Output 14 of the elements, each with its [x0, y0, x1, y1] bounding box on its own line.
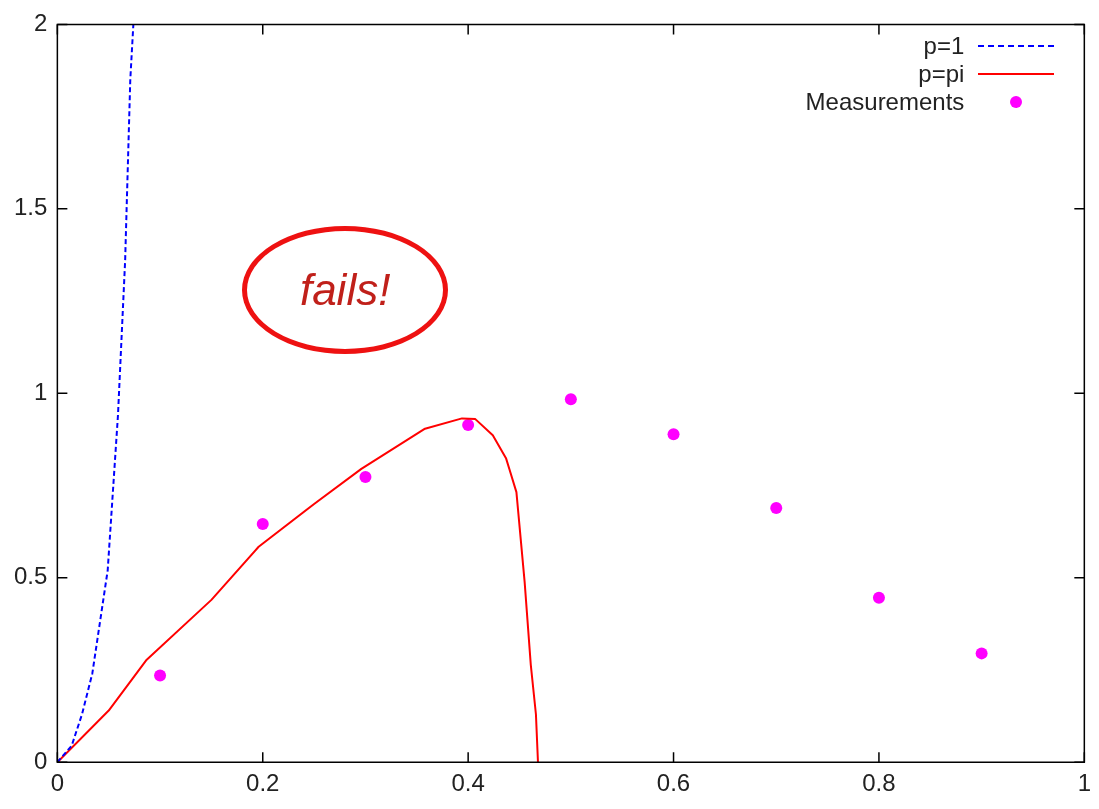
x-tick-label: 0.4 [451, 769, 485, 797]
x-tick-label: 1 [1077, 769, 1092, 797]
y-tick-label: 0.5 [13, 562, 48, 590]
y-tick-label: 1.5 [13, 193, 48, 221]
y-tick-label: 2 [34, 9, 48, 37]
x-tick-label: 0.2 [246, 769, 280, 797]
x-tick-label: 0.8 [862, 769, 896, 797]
legend-label: p=pi [918, 60, 965, 89]
annotation: fails! [299, 265, 391, 315]
x-tick-label: 0.6 [656, 769, 691, 797]
legend-label: p=1 [923, 32, 965, 61]
y-tick-label: 0 [34, 746, 48, 774]
y-tick-label: 1 [34, 377, 48, 405]
legend-label: Measurements [805, 88, 965, 117]
